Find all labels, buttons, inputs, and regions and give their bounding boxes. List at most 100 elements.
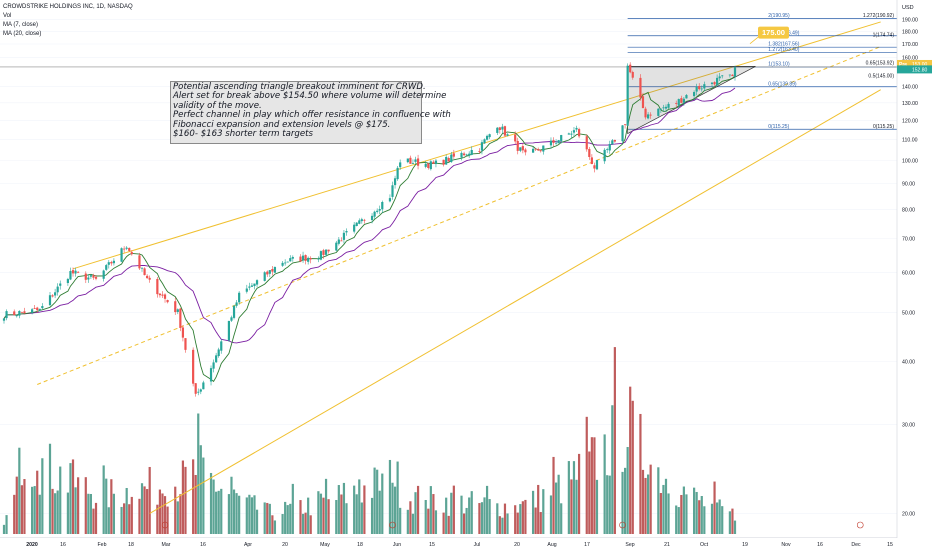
volume-bar (15, 476, 18, 534)
volume-bar (503, 503, 507, 534)
volume-bar (33, 486, 36, 534)
target-label-text: 175.00 (762, 28, 785, 37)
candle-body (646, 114, 650, 119)
candle-body (373, 211, 376, 217)
volume-bar (700, 496, 703, 534)
volume-bar (102, 465, 105, 534)
candle-body (112, 260, 116, 264)
volume-bar (2, 524, 6, 534)
channel-lower-line[interactable] (149, 89, 881, 514)
legend-volume[interactable]: Vol (3, 13, 12, 19)
y-tick-label-1: 30.00 (902, 422, 915, 428)
legend-ma7[interactable]: MA (7, close) (3, 22, 39, 28)
volume-bar (128, 504, 131, 534)
candle-body (680, 98, 683, 103)
candle-body (552, 140, 555, 143)
candle-body (716, 77, 719, 86)
candle-body (733, 67, 737, 77)
y-tick-label-12: 140.00 (902, 85, 918, 91)
candle-body (56, 286, 59, 293)
candle-body (340, 240, 343, 242)
volume-bar (623, 467, 627, 534)
candle-body (337, 239, 340, 244)
volume-bar (363, 485, 366, 534)
fibonacci-levels[interactable]: 2(190.95)1.618(176.49)1.382(167.56)1.272… (0, 13, 897, 130)
volume-bar (41, 458, 44, 534)
candle-body (220, 341, 223, 351)
candle-body (470, 149, 473, 155)
volume-bar (54, 493, 57, 534)
candle-body (77, 271, 80, 273)
volume-bar (567, 461, 570, 534)
candle-body (613, 139, 616, 142)
candle-body (156, 278, 159, 295)
y-tick-label-6: 80.00 (902, 207, 915, 213)
candle-body (271, 268, 274, 272)
analysis-note[interactable]: Potential ascending triangle breakout im… (170, 81, 451, 144)
volume-bar (87, 493, 90, 534)
y-tick-label-4: 60.00 (902, 270, 915, 276)
candle-body (184, 338, 187, 350)
candle-body (355, 222, 358, 227)
y-axis[interactable]: USD 20.00 30.00 40.00 50.00 60.00 70.00 80.00 90… (896, 0, 932, 538)
volume-bar (248, 494, 251, 534)
channel-lines[interactable] (37, 21, 881, 514)
x-axis[interactable]: 2020 16 Feb 18 Mar 16 Apr 20 May 18 Jun 15 Jul 20 Aug 1… (0, 537, 897, 549)
candle-body (434, 160, 438, 165)
candle-body (524, 149, 527, 153)
volume-bar (613, 347, 616, 534)
candle-body (353, 224, 356, 232)
candle-body (685, 95, 688, 99)
volume-bar (161, 493, 164, 534)
candle-body (102, 270, 105, 279)
candle-body (657, 108, 660, 116)
volume-bar (721, 506, 724, 534)
candle-body (396, 167, 399, 180)
volume-bar (105, 478, 108, 534)
volume-bar (662, 484, 665, 534)
candle-body (268, 270, 271, 274)
volume-bar (381, 473, 384, 534)
y-tick-label-11: 130.00 (902, 101, 918, 107)
candle-body (539, 150, 542, 152)
channel-middle-dashed-line[interactable] (37, 46, 881, 385)
volume-bar (358, 479, 361, 534)
volume-bar (575, 479, 578, 534)
candle-body (713, 82, 716, 85)
last-price-label-box (897, 65, 932, 74)
candle-body (20, 311, 23, 313)
candle-body (414, 159, 417, 162)
candle-body (496, 127, 499, 133)
volume-bar (590, 437, 593, 534)
candle-body (87, 277, 90, 280)
channel-upper-line[interactable] (72, 21, 881, 270)
candle-body (606, 149, 609, 151)
volume-bar (281, 514, 284, 534)
volume-bar (324, 478, 328, 534)
volume-bar (291, 483, 294, 534)
volume-bar (496, 503, 499, 534)
candle-body (664, 106, 668, 109)
volume-bar (626, 447, 629, 534)
candle-body (38, 308, 41, 311)
volume-bar (215, 491, 218, 534)
volume-bar (519, 504, 522, 534)
volume-bar (498, 516, 501, 534)
candle-body (391, 185, 394, 197)
candle-body (307, 257, 310, 262)
legend-symbol[interactable]: CROWDSTRIKE HOLDINGS INC, 1D, NASDAQ (3, 4, 133, 10)
candle-body (728, 74, 731, 76)
legend-ma20[interactable]: MA (20, close) (3, 31, 42, 37)
candle-body (721, 75, 724, 77)
volume-bar (253, 495, 256, 534)
candle-body (209, 368, 213, 382)
pre-market-label-box (897, 59, 932, 68)
candle-body (319, 251, 323, 260)
volume-bar (506, 513, 509, 534)
volume-bar (539, 512, 542, 534)
y-tick-label-16: 190.00 (902, 18, 918, 24)
volume-bar (353, 485, 356, 534)
candle-body (197, 391, 200, 393)
volume-bar (340, 494, 343, 534)
